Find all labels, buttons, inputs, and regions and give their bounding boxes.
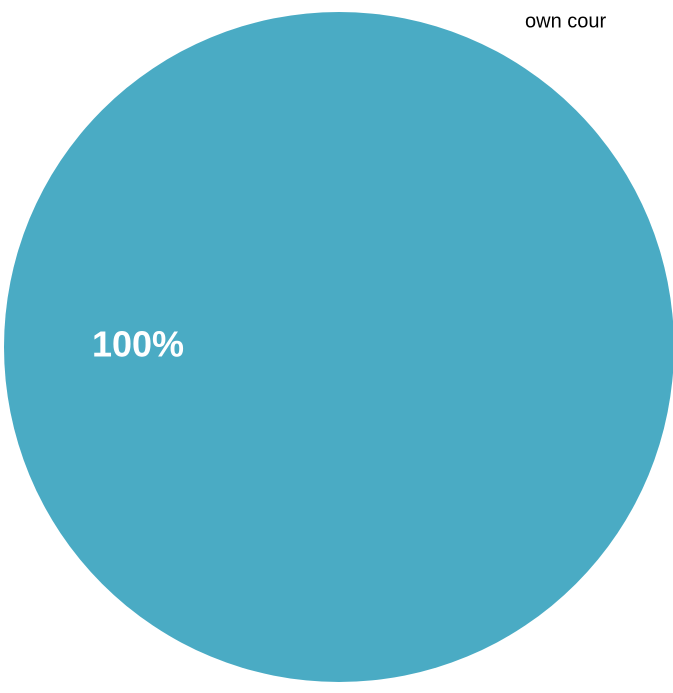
pie-slice — [4, 12, 673, 682]
data-label: 100% — [92, 324, 184, 365]
legend-entry: own cour — [525, 10, 606, 32]
